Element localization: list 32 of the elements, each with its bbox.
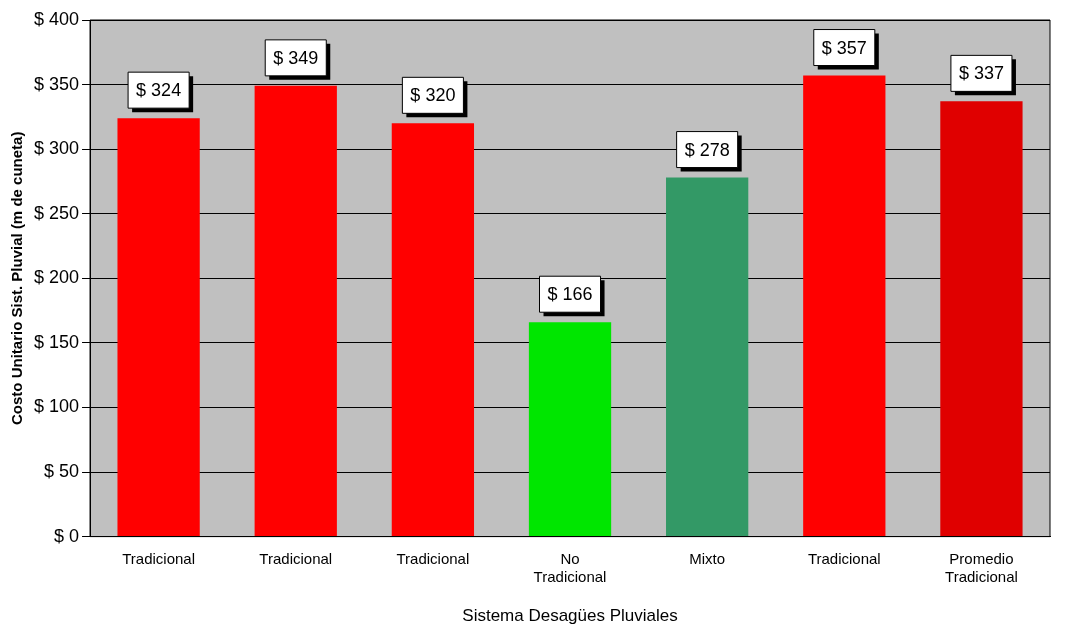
bar: [254, 85, 337, 537]
x-tick-label: Tradicional: [259, 549, 333, 567]
bar: [391, 123, 475, 537]
x-tick-label: Promedio Tradicional: [945, 549, 1018, 585]
bar: [528, 322, 612, 537]
bar: [940, 101, 1023, 537]
y-tick-label: $ 100: [34, 396, 80, 417]
x-tick-label: Tradicional: [396, 549, 470, 567]
y-tick-label: $ 50: [44, 460, 80, 481]
x-tick-label: Tradicional: [807, 549, 881, 567]
data-label: $ 166: [547, 284, 593, 305]
bar: [803, 75, 886, 537]
y-tick-label: $ 0: [54, 525, 80, 546]
bar: [666, 177, 749, 537]
y-tick-label: $ 350: [34, 73, 80, 94]
data-label: $ 337: [958, 63, 1004, 84]
x-tick-label: Tradicional: [122, 549, 196, 567]
y-axis-title: Costo Unitario Sist. Pluvial (m de cuneta): [8, 131, 26, 425]
y-tick-label: $ 150: [34, 331, 80, 352]
bar: [117, 118, 200, 537]
data-label: $ 278: [684, 139, 730, 160]
data-label: $ 357: [821, 37, 867, 58]
data-label: $ 324: [136, 80, 182, 101]
data-label: $ 320: [410, 85, 456, 106]
y-tick-label: $ 300: [34, 138, 80, 159]
y-tick-label: $ 200: [34, 267, 80, 288]
data-label: $ 349: [273, 47, 319, 68]
y-tick-label: $ 250: [34, 202, 80, 223]
x-axis-title: Sistema Desagües Pluviales: [462, 606, 678, 626]
x-tick-label: Mixto: [689, 549, 726, 567]
y-tick-label: $ 400: [34, 8, 80, 29]
x-tick-label: No Tradicional: [533, 549, 607, 585]
